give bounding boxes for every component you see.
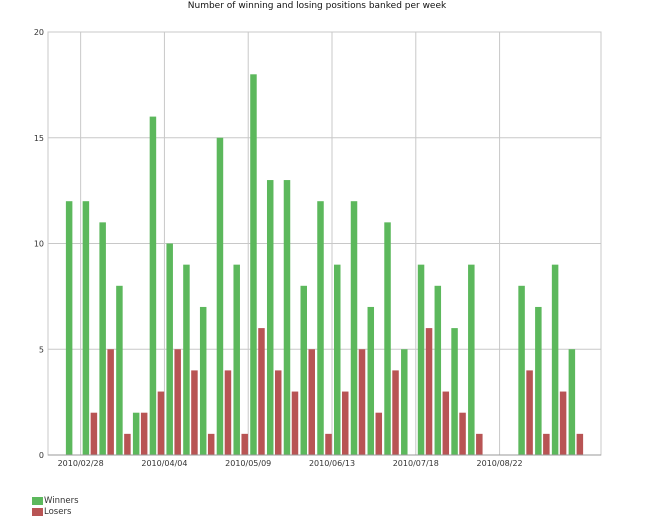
y-tick-label: 15: [34, 134, 44, 143]
winner-bar: [199, 306, 207, 455]
x-tick-label: 2010/07/18: [393, 459, 439, 468]
x-tick-label: 2010/06/13: [309, 459, 355, 468]
bars: [65, 74, 584, 456]
loser-bar: [291, 391, 299, 455]
loser-bar: [191, 370, 198, 455]
winner-bar: [132, 412, 140, 455]
loser-bar: [325, 433, 332, 455]
winner-bar: [65, 201, 73, 455]
winner-bar: [568, 349, 576, 455]
loser-bar: [258, 328, 265, 455]
loser-bar: [526, 370, 533, 455]
winner-bar: [99, 222, 106, 455]
loser-bar: [274, 370, 282, 455]
loser-bar: [425, 328, 433, 455]
x-tick-label: 2010/02/28: [58, 459, 104, 468]
y-tick-label: 5: [39, 345, 44, 354]
y-tick-label: 10: [34, 240, 44, 249]
legend-item-losers: Losers: [32, 506, 79, 517]
winner-bar: [166, 243, 173, 455]
winner-bar: [367, 306, 375, 455]
loser-bar: [224, 370, 232, 455]
winner-bar: [468, 264, 475, 455]
loser-bar: [90, 412, 98, 455]
winner-bar: [233, 264, 240, 455]
loser-bar: [559, 391, 567, 455]
loser-bar: [358, 349, 366, 455]
loser-bar: [241, 433, 248, 455]
x-tick-label: 2010/08/22: [477, 459, 523, 468]
chart-title: Number of winning and losing positions b…: [187, 1, 447, 11]
y-tick-label: 20: [34, 28, 44, 37]
loser-bar: [476, 433, 483, 455]
loser-bar: [107, 349, 114, 455]
winner-bar: [401, 349, 408, 455]
legend-label-losers: Losers: [44, 506, 72, 517]
winner-bar: [350, 201, 358, 455]
axes: [47, 31, 602, 456]
y-tick-label: 0: [39, 451, 44, 460]
loser-bar: [174, 349, 181, 455]
grid-lines: [48, 31, 601, 456]
winner-bar: [300, 285, 307, 455]
tick-labels: 0 5 10 15 20 2010/02/28 2010/04/04 2010/05/09 20…: [34, 28, 523, 468]
winner-bar: [434, 285, 442, 455]
winner-bar: [283, 180, 291, 456]
loser-bar: [459, 412, 466, 455]
legend: Winners Losers: [32, 495, 79, 517]
loser-bar: [207, 433, 215, 455]
loser-bar: [342, 391, 349, 455]
winner-bar: [551, 264, 559, 455]
x-tick-label: 2010/05/09: [225, 459, 271, 468]
winner-bar: [451, 328, 458, 455]
winners-swatch: [32, 496, 43, 505]
winner-bar: [82, 201, 90, 455]
winner-bar: [417, 264, 425, 455]
winner-bar: [535, 306, 542, 455]
legend-item-winners: Winners: [32, 495, 79, 506]
loser-bar: [157, 391, 165, 455]
losers-swatch: [32, 507, 43, 516]
winner-bar: [250, 74, 257, 456]
winner-bar: [384, 222, 391, 455]
x-tick-label: 2010/04/04: [141, 459, 187, 468]
loser-bar: [543, 433, 550, 455]
loser-bar: [392, 370, 399, 455]
loser-bar: [308, 349, 315, 455]
winner-bar: [216, 137, 224, 455]
loser-bar: [140, 412, 148, 455]
winner-bar: [334, 264, 341, 455]
loser-bar: [442, 391, 450, 455]
winner-bar: [116, 285, 123, 455]
loser-bar: [124, 433, 131, 455]
winner-bar: [317, 201, 324, 455]
winner-bar: [266, 180, 274, 456]
winner-bar: [149, 116, 157, 455]
loser-bar: [375, 412, 383, 455]
legend-label-winners: Winners: [44, 495, 79, 506]
winner-bar: [183, 264, 190, 455]
winner-bar: [518, 285, 525, 455]
loser-bar: [576, 433, 584, 455]
